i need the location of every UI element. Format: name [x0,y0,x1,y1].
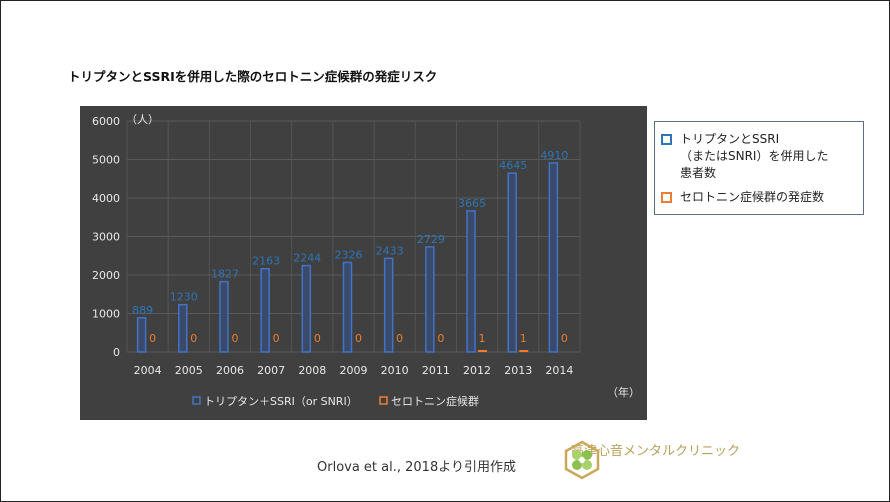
x-tick-label: 2008 [298,364,326,377]
y-tick-label: 1000 [92,308,120,321]
bar-onset [519,350,529,352]
data-label-onset: 0 [561,332,568,345]
legend-line: 患者数 [680,166,717,180]
legend-label: トリプタン＋SSRI（or SNRI） [204,395,358,408]
y-axis-unit: （人） [126,113,159,126]
data-label-patients: 2729 [417,233,445,246]
bar-patients [548,162,559,353]
data-label-onset: 0 [396,332,403,345]
legend-swatch [379,396,388,405]
y-tick-label: 5000 [92,154,120,167]
bar-patients [219,280,229,353]
slide-title: トリプタンとSSRIを併用した際のセロトニン症候群の発症リスク [68,69,438,84]
x-tick-label: 2010 [381,364,409,377]
y-tick-label: 2000 [92,269,120,282]
data-label-onset: 0 [273,332,280,345]
data-label-patients: 1230 [170,291,198,304]
side-legend-item-patients: トリプタンとSSRI （またはSNRI）を併用した 患者数 [661,130,828,181]
legend-label: セロトニン症候群 [391,394,479,408]
bar-patients [260,267,270,353]
x-axis-unit: （年） [607,385,640,399]
citation: Orlova et al., 2018より引用作成 [317,460,516,475]
side-legend: トリプタンとSSRI （またはSNRI）を併用した 患者数 セロトニン症候群の発… [654,121,864,215]
x-tick-label: 2005 [175,364,203,377]
x-tick-label: 2012 [463,364,491,377]
bar-patients [383,257,394,353]
bar-patients [178,303,188,353]
data-label-onset: 0 [437,332,444,345]
data-label-onset: 0 [314,332,321,345]
bar-patients [342,261,353,353]
x-tick-label: 2006 [216,364,244,377]
legend-line: （またはSNRI）を併用した [680,149,829,163]
bar-patients [301,264,312,353]
data-label-patients: 889 [132,304,153,317]
legend-swatch [192,396,201,405]
clinic-name: 高津心音メンタルクリニック [571,444,741,459]
data-label-onset: 0 [149,332,156,345]
legend-line: セロトニン症候群の発症数 [680,190,825,204]
data-label-onset: 0 [190,332,197,345]
x-tick-label: 2013 [504,364,532,377]
data-label-patients: 2244 [293,252,321,265]
clinic-logo: 高津心音メンタルクリニック [563,440,741,480]
x-tick-label: 2007 [257,364,285,377]
clover-hexagon-logo-icon [564,440,600,480]
bar-patients [136,317,147,353]
blue-square-icon [661,134,672,145]
x-tick-label: 2004 [134,364,162,377]
data-label-onset: 1 [479,332,486,345]
data-label-onset: 0 [231,332,238,345]
data-label-patients: 4910 [540,149,568,162]
data-label-patients: 3665 [458,197,486,210]
y-tick-label: 6000 [92,115,120,128]
orange-square-icon [661,192,672,203]
legend-line: トリプタンとSSRI [680,132,780,146]
bar-patients [425,246,435,353]
y-tick-label: 4000 [92,192,120,205]
chart-panel: 0 1000 2000 3000 4000 5000 6000 （人） 2004 889 0 2005… [80,106,647,420]
data-label-patients: 2433 [376,244,404,257]
data-label-onset: 1 [520,332,527,345]
bar-onset [478,350,488,352]
y-tick-label: 0 [113,346,120,359]
x-tick-label: 2014 [545,364,573,377]
side-legend-item-onset: セロトニン症候群の発症数 [661,188,824,205]
data-label-patients: 1827 [211,268,239,281]
x-tick-label: 2011 [422,364,450,377]
bar-patients [507,172,517,353]
data-label-patients: 2326 [335,248,363,261]
bar-patients [466,210,476,353]
data-label-patients: 4645 [499,159,527,172]
data-label-onset: 0 [355,332,362,345]
x-tick-label: 2009 [340,364,368,377]
data-label-patients: 2163 [252,255,280,268]
y-tick-label: 3000 [92,231,120,244]
